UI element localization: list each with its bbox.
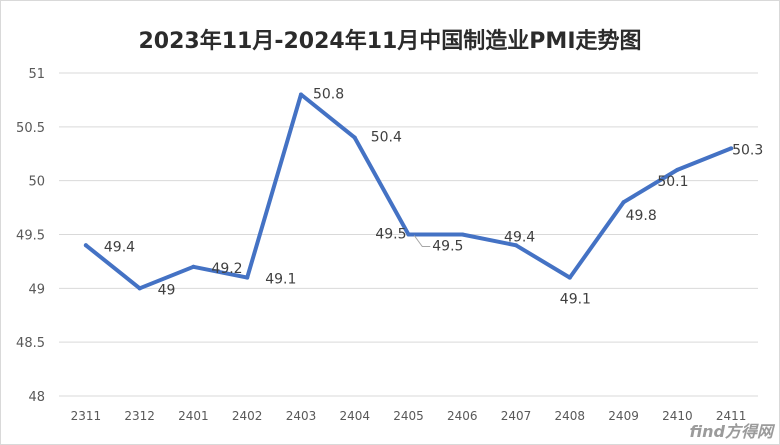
data-point <box>621 200 626 205</box>
y-tick-label: 49.5 <box>16 229 45 244</box>
data-label: 49.5 <box>375 227 406 243</box>
x-tick-label: 2409 <box>608 409 639 423</box>
data-label: 49.8 <box>626 208 657 224</box>
label-leader-line <box>413 235 431 247</box>
y-tick-label: 48 <box>28 390 45 405</box>
data-label: 49.1 <box>560 292 591 308</box>
data-point <box>406 232 411 237</box>
data-point <box>675 167 680 172</box>
data-point <box>514 243 519 248</box>
data-point <box>83 243 88 248</box>
data-point <box>460 232 465 237</box>
watermark-logo: find方得网 <box>689 422 773 441</box>
data-label: 50.8 <box>313 87 344 103</box>
x-tick-label: 2411 <box>716 409 747 423</box>
data-point <box>567 275 572 280</box>
chart-title: 2023年11月-2024年11月中国制造业PMI走势图 <box>138 28 641 54</box>
x-tick-label: 2405 <box>393 409 424 423</box>
data-label: 49.2 <box>211 261 242 277</box>
y-tick-label: 50.5 <box>16 121 45 136</box>
x-tick-label: 2401 <box>178 409 209 423</box>
data-point <box>352 135 357 140</box>
x-tick-label: 2402 <box>232 409 263 423</box>
series-line <box>83 92 734 291</box>
x-tick-label: 2404 <box>339 409 370 423</box>
data-point <box>191 264 196 269</box>
data-label: 49.5 <box>432 239 463 255</box>
data-point <box>729 146 734 151</box>
data-label: 50.1 <box>657 174 688 190</box>
data-label: 49.4 <box>504 229 535 245</box>
y-tick-label: 50 <box>28 175 45 190</box>
y-axis-tick-labels: 48 48.5 49 49.5 50 50.5 51 <box>16 67 45 405</box>
x-tick-label: 2408 <box>555 409 586 423</box>
y-tick-label: 48.5 <box>16 336 45 351</box>
x-tick-label: 2410 <box>662 409 693 423</box>
data-point <box>137 286 142 291</box>
x-tick-label: 2406 <box>447 409 478 423</box>
data-label: 49 <box>158 282 176 298</box>
data-labels: 49.4 49 49.2 49.1 50.8 50.4 49.5 49.5 49.4 49.1 49… <box>104 87 763 308</box>
series <box>83 92 734 291</box>
x-tick-label: 2311 <box>71 409 102 423</box>
data-point <box>245 275 250 280</box>
data-label: 50.3 <box>732 142 763 158</box>
data-label: 49.1 <box>265 272 296 288</box>
x-tick-label: 2403 <box>286 409 317 423</box>
x-tick-label: 2407 <box>501 409 532 423</box>
y-tick-label: 51 <box>28 67 45 82</box>
gridlines <box>59 72 758 397</box>
y-tick-label: 49 <box>28 282 45 297</box>
data-label: 49.4 <box>104 239 135 255</box>
data-point <box>298 92 303 97</box>
x-tick-label: 2312 <box>124 409 155 423</box>
x-axis-tick-labels: 2311 2312 2401 2402 2403 2404 2405 2406 2407 2408… <box>71 409 747 423</box>
data-label: 50.4 <box>371 130 402 146</box>
